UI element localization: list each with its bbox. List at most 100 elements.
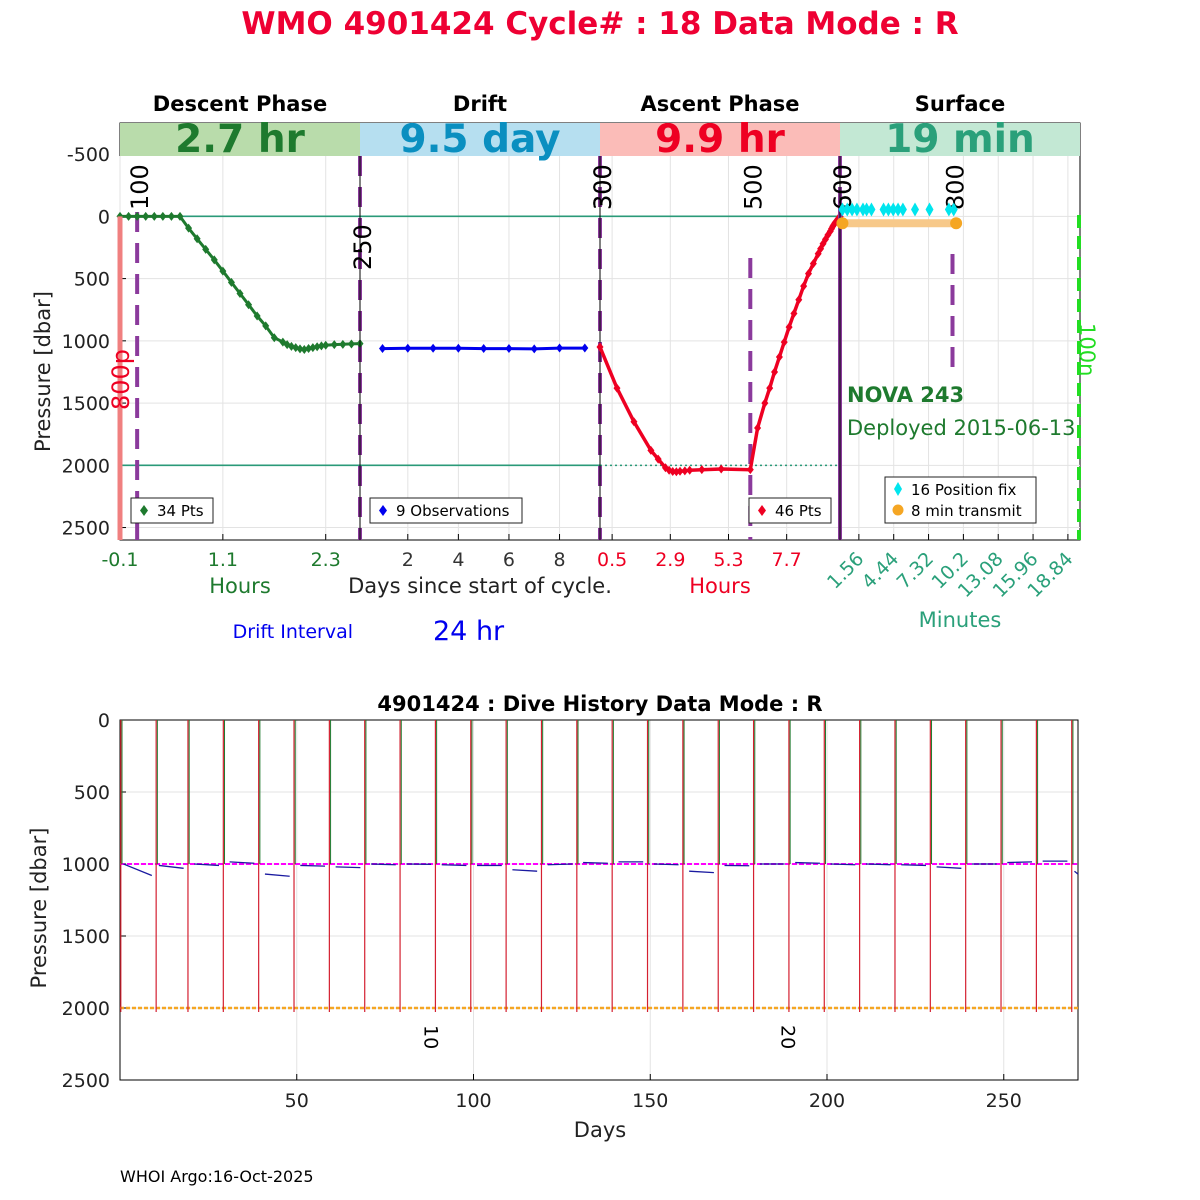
- position-fix-point: [879, 202, 888, 217]
- data-point-ascent: [613, 383, 621, 393]
- phase-duration-drift: 9.5 day: [399, 117, 560, 162]
- drift-segment: [653, 863, 679, 866]
- legend-box: [748, 497, 832, 524]
- drift-segment: [370, 863, 396, 866]
- legend-marker: [894, 482, 902, 496]
- y-tick-label: 0: [98, 710, 110, 732]
- x-tick-label: 2.9: [655, 549, 685, 571]
- phase-band-surface: [840, 123, 1080, 156]
- drift-interval-value: 24 hr: [433, 616, 505, 647]
- data-point-ascent: [804, 269, 812, 279]
- position-fix-point: [884, 202, 893, 217]
- x-tick-label: 2: [402, 549, 414, 571]
- y-tick-label: 2500: [62, 518, 110, 540]
- data-point-descent: [317, 341, 325, 351]
- drift-segment: [335, 866, 361, 869]
- position-fix-point: [898, 202, 907, 217]
- panel-surface: 19 minSurface1.564.447.3210.213.0815.961…: [823, 92, 1099, 632]
- float-type-label: NOVA 243: [847, 383, 964, 407]
- legend-text: 34 Pts: [157, 502, 204, 520]
- x-tick-label: 50: [285, 1090, 309, 1112]
- data-point-drift: [454, 343, 462, 353]
- x-axis-label-ascent: Hours: [689, 574, 751, 598]
- series-line-descent: [120, 214, 361, 352]
- data-point-ascent: [809, 259, 817, 269]
- y-tick-label: 2000: [62, 455, 110, 477]
- drift-segment: [229, 861, 255, 864]
- drift-segment: [689, 870, 714, 874]
- drift-segment: [865, 863, 891, 866]
- legend-marker: [140, 505, 148, 516]
- x-axis-label: Days: [574, 1118, 626, 1142]
- legend-text: 46 Pts: [775, 502, 822, 520]
- drift-segment: [512, 869, 538, 872]
- phase-duration-descent: 2.7 hr: [175, 117, 305, 162]
- x-tick-label: 6: [503, 549, 515, 571]
- data-point-ascent: [654, 454, 662, 464]
- phase-band-descent: [120, 123, 360, 156]
- position-fix-point: [867, 202, 876, 217]
- legend-text: 16 Position fix: [911, 481, 1016, 499]
- y-tick-label: 500: [74, 782, 110, 804]
- data-point-descent: [210, 255, 218, 265]
- cycle-label: 20: [777, 1025, 799, 1049]
- phase-band-drift: [360, 123, 600, 156]
- data-point-descent: [236, 289, 244, 299]
- drift-interval-label: Drift Interval: [233, 621, 353, 643]
- data-point-drift: [379, 344, 387, 354]
- legend-text: 9 Observations: [396, 502, 510, 520]
- x-tick-label: 7.32: [893, 548, 938, 593]
- position-fix-point: [944, 202, 953, 217]
- y-axis-label: Pressure [dbar]: [27, 828, 51, 989]
- data-point-descent: [270, 333, 278, 343]
- figure-title: WMO 4901424 Cycle# : 18 Data Mode : R: [241, 6, 958, 42]
- x-axis-label-descent: Hours: [209, 574, 271, 598]
- drift-segment: [264, 873, 290, 877]
- drift-segment: [1007, 861, 1033, 864]
- data-point-descent: [245, 300, 253, 310]
- data-point-descent: [330, 340, 338, 350]
- legend-descent: 34 Pts: [130, 497, 214, 524]
- dive-history-chart: 4901424 : Dive History Data Mode : R 0 500…: [27, 692, 1079, 1142]
- y-tick-label: 2000: [62, 998, 110, 1020]
- x-tick-label: 250: [986, 1090, 1022, 1112]
- legend-surface: 16 Position fix 8 min transmit: [884, 476, 1037, 524]
- footer-credit: WHOI Argo:16-Oct-2025: [120, 1167, 314, 1186]
- data-point-ascent: [780, 337, 788, 347]
- position-fix-point: [843, 202, 852, 217]
- data-point-ascent: [775, 352, 783, 362]
- x-tick-label: 1.1: [208, 549, 238, 571]
- y-tick-label: 0: [98, 206, 110, 228]
- data-point-ascent: [795, 295, 803, 305]
- data-point-ascent: [681, 466, 689, 476]
- drift-segment: [300, 864, 326, 867]
- data-point-descent: [262, 321, 270, 331]
- data-point-ascent: [596, 342, 604, 352]
- data-point-ascent: [790, 308, 798, 318]
- y-tick-label: 1500: [62, 926, 110, 948]
- deadline-label: 100n: [1075, 323, 1099, 376]
- x-axis-label-surface: Minutes: [919, 608, 1002, 632]
- marker-label-300: 300: [589, 164, 617, 210]
- position-fix-point: [848, 202, 857, 217]
- data-point-descent: [322, 340, 330, 350]
- marker-label-600: 600: [829, 164, 857, 210]
- legend-box: [369, 497, 523, 524]
- x-tick-label: 8: [553, 549, 565, 571]
- x-tick-label: 4.44: [858, 548, 903, 593]
- legend-marker: [892, 504, 904, 516]
- phase-label-surface: Surface: [915, 92, 1005, 116]
- marker-label-500: 500: [739, 164, 767, 210]
- data-point-descent: [150, 211, 158, 221]
- data-point-descent: [309, 343, 317, 353]
- dive-history-title: 4901424 : Dive History Data Mode : R: [377, 692, 822, 716]
- data-point-descent: [185, 223, 193, 233]
- phase-label-drift: Drift: [453, 92, 507, 116]
- transmit-point: [950, 217, 963, 230]
- phase-label-ascent: Ascent Phase: [641, 92, 800, 116]
- drift-segment: [194, 863, 220, 867]
- legend-box: [884, 476, 1037, 524]
- y-tick-label: 1000: [62, 854, 110, 876]
